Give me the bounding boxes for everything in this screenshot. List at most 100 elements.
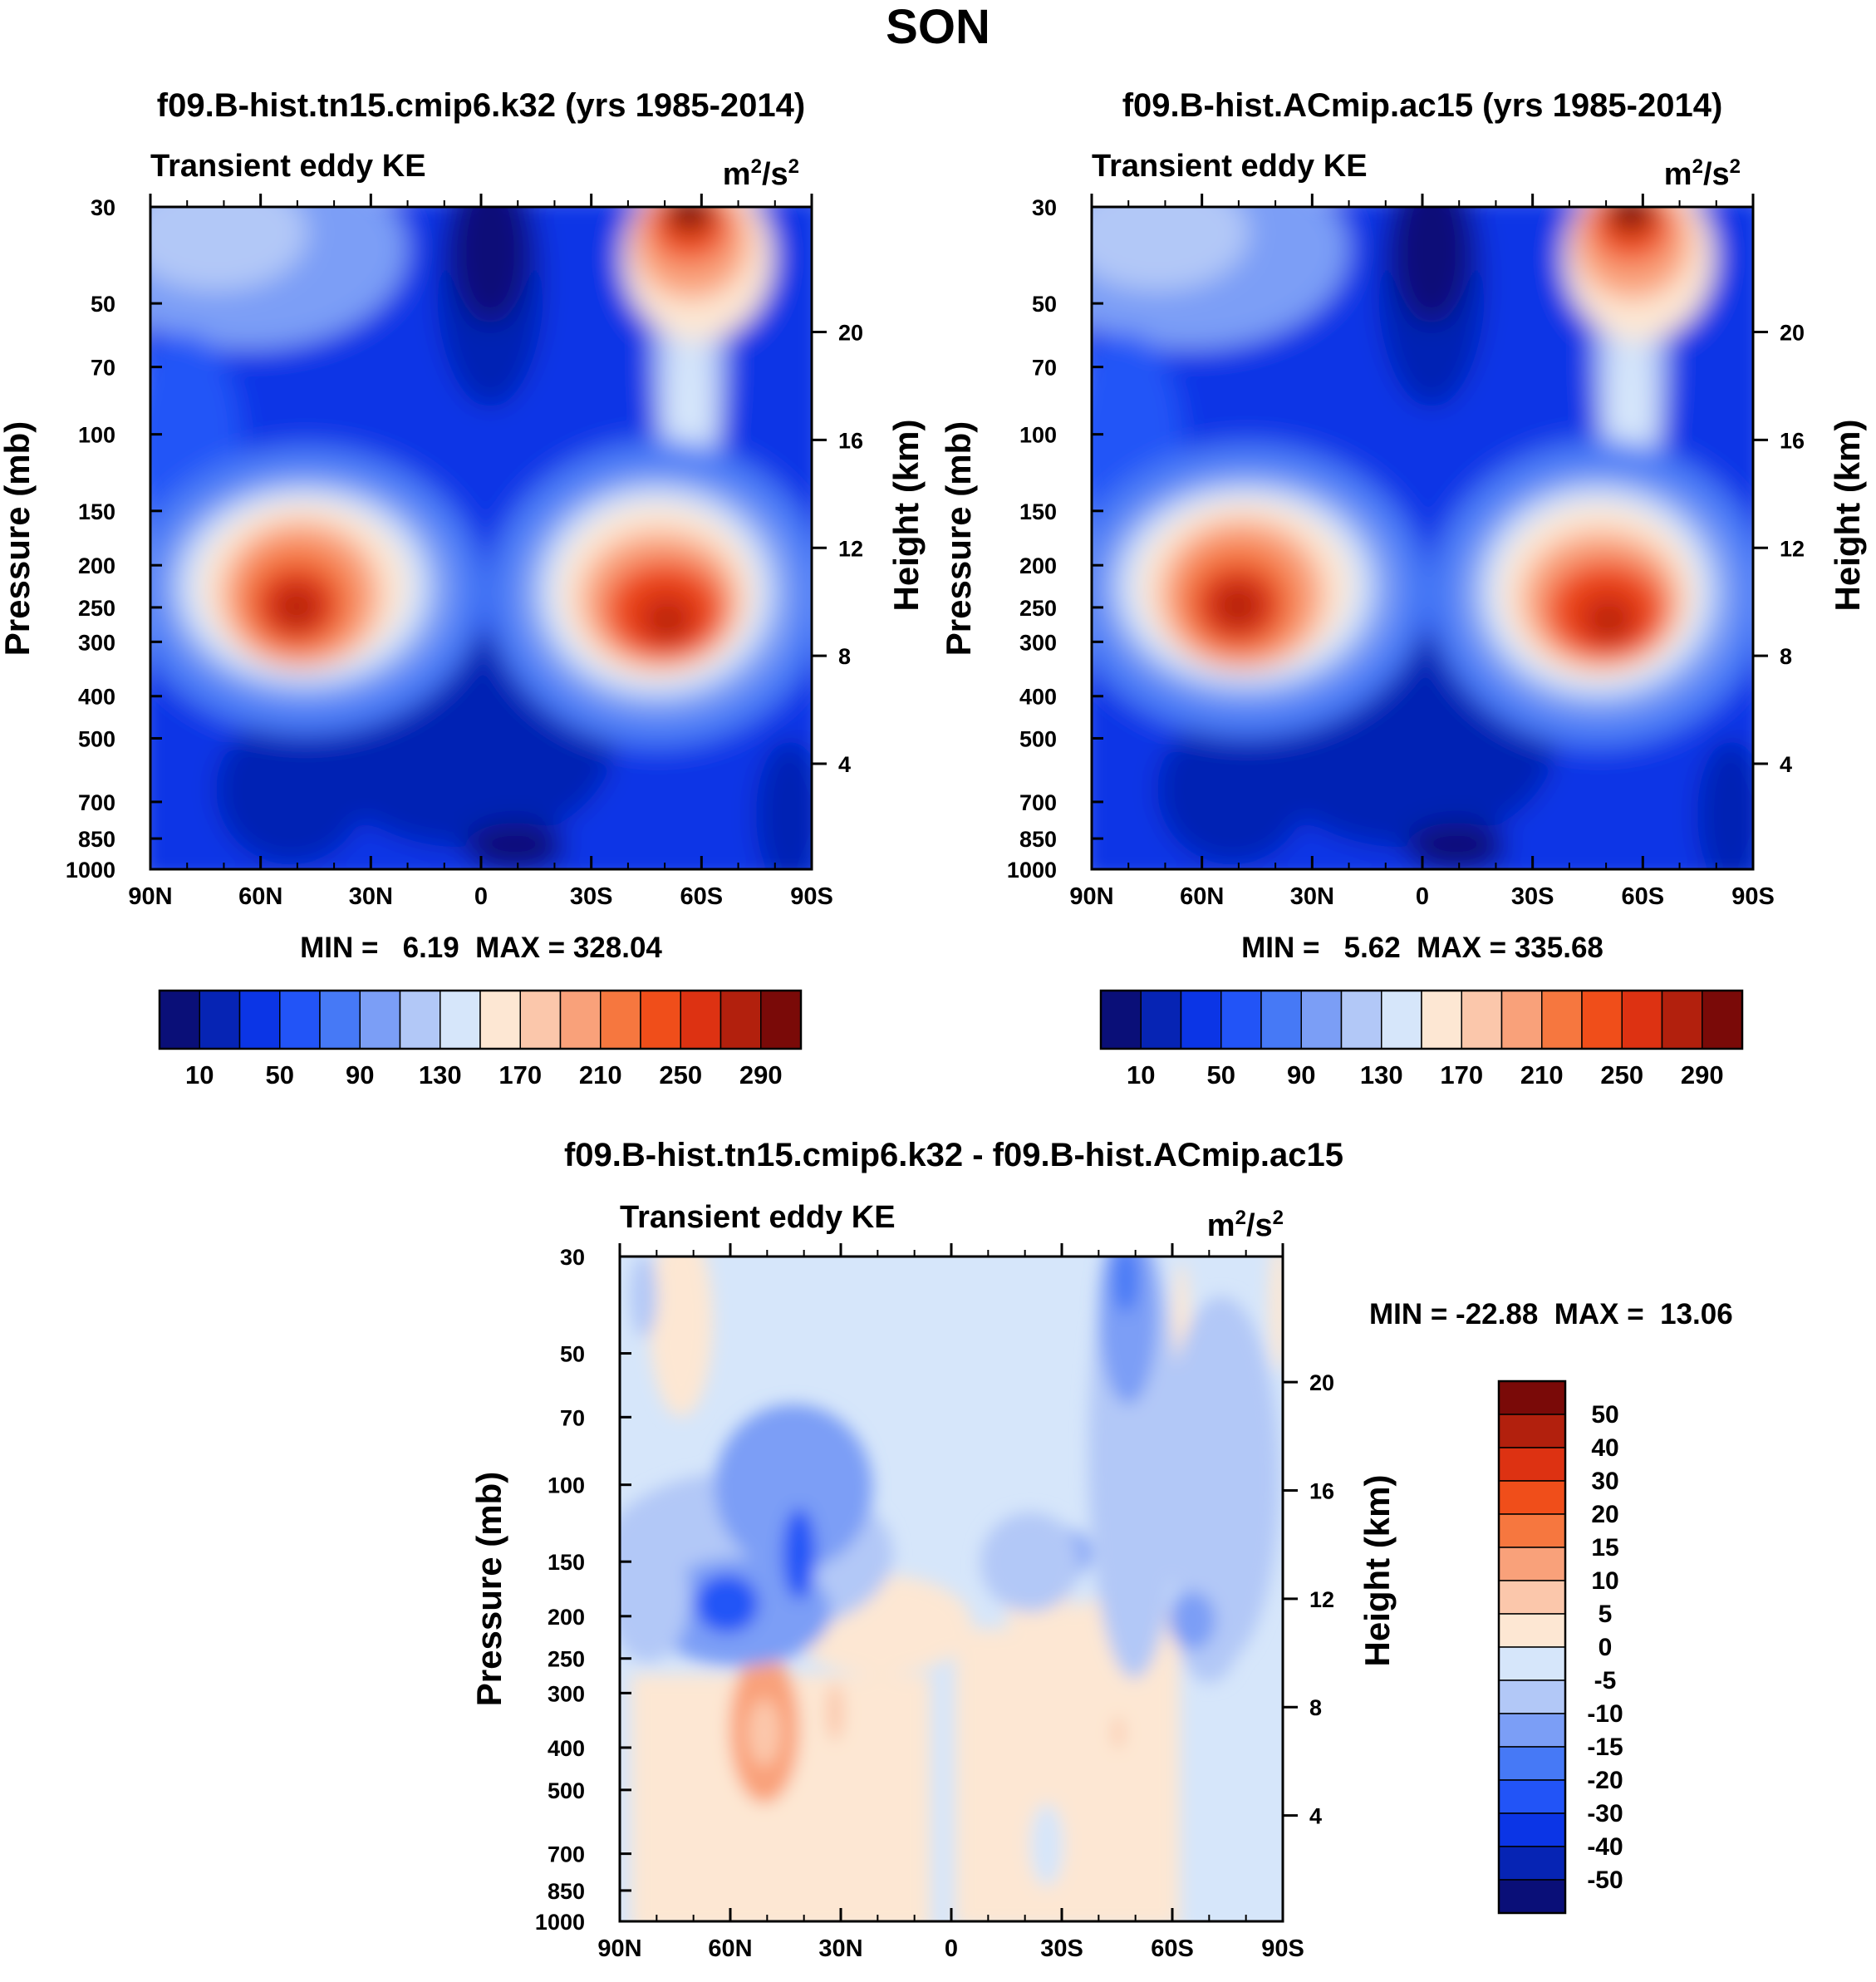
colorbar-swatch [199,990,241,1050]
colorbar-swatch [1621,990,1663,1050]
colorbar-swatch [1381,990,1422,1050]
y-tick-label: 70 [1032,356,1057,381]
y-axis-title: Pressure (mb) [939,421,978,656]
colorbar-swatch [1140,990,1182,1050]
colorbar-swatch [440,990,481,1050]
x-tick-label: 30N [349,883,393,910]
units-label: m2/s2 [1207,1207,1284,1243]
y2-tick-label: 8 [1309,1695,1322,1720]
x-tick-label: 60N [238,883,282,910]
y-tick-label: 700 [1019,790,1057,815]
colorbar-label: 10 [1591,1567,1618,1595]
contour-field [150,207,812,869]
colorbar: 10 50 90 130 170 210 250 290 [1099,989,1744,1089]
colorbar-label: 170 [1440,1060,1483,1089]
colorbar-swatch [1581,990,1623,1050]
y-axis-ticks: 30 50 70 100 150 200 250 300 400 500 700 850 1000 20 1… [66,195,863,883]
x-tick-label: 0 [945,1935,958,1962]
x-tick-label: 60S [1622,883,1665,910]
colorbar-label: 290 [1681,1060,1724,1089]
y2-tick-label: 4 [1309,1804,1322,1829]
y2-tick-label: 4 [838,752,851,777]
stats-text: MIN = 6.19 MAX = 328.04 [300,932,662,964]
units-label: m2/s2 [1664,155,1741,192]
colorbar-label: -30 [1587,1800,1623,1827]
x-tick-label: 0 [474,883,488,910]
y-tick-label: 100 [548,1473,585,1498]
x-tick-label: 60S [1151,1935,1194,1962]
colorbar-label: 10 [1127,1060,1155,1089]
y2-tick-label: 8 [1780,644,1792,669]
y2-tick-label: 12 [838,536,863,561]
y-tick-label: 70 [91,356,115,381]
colorbar-swatch [1498,1713,1566,1748]
colorbar-swatch [1340,990,1382,1050]
x-tick-label: 30N [818,1935,862,1962]
colorbar-label: 90 [1287,1060,1315,1089]
variable-label: Transient eddy KE [1092,149,1368,184]
x-tick-label: 30S [570,883,613,910]
x-tick-label: 30N [1290,883,1334,910]
colorbar-swatch [680,990,722,1050]
y2-tick-label: 4 [1780,752,1792,777]
panel-control: f09.B-hist.tn15.cmip6.k32 (yrs 1985-2014… [0,87,926,1089]
y-tick-label: 200 [1019,553,1057,578]
x-tick-label: 90S [1261,1935,1304,1962]
colorbar-swatch [519,990,562,1050]
colorbar-swatch [1498,1613,1566,1648]
y-tick-label: 400 [548,1736,585,1761]
y-tick-label: 30 [91,195,115,220]
colorbar-label: -15 [1587,1734,1623,1761]
colorbar-swatch [1498,1580,1566,1615]
y-tick-label: 850 [1019,827,1057,852]
y2-tick-label: 12 [1309,1587,1334,1612]
x-tick-label: 90N [597,1935,641,1962]
colorbar-swatch [1498,1513,1566,1548]
y-tick-label: 500 [78,726,115,751]
y-tick-label: 400 [78,685,115,710]
colorbar-swatch [640,990,681,1050]
colorbar-label: 50 [1207,1060,1235,1089]
colorbar-label: 20 [1591,1501,1618,1528]
colorbar-swatch [1180,990,1222,1050]
colorbar-label: 170 [498,1060,542,1089]
colorbar-swatch [1498,1779,1566,1814]
x-tick-label: 0 [1416,883,1429,910]
x-tick-label: 90N [128,883,172,910]
colorbar-label: 250 [1600,1060,1643,1089]
y-tick-label: 150 [548,1550,585,1575]
y-tick-label: 50 [91,292,115,317]
x-tick-label: 60S [680,883,724,910]
colorbar-swatch [1702,990,1743,1050]
colorbar-swatch [1300,990,1343,1050]
x-tick-label: 90N [1069,883,1113,910]
y-tick-label: 700 [548,1842,585,1867]
colorbar-swatch [399,990,441,1050]
y-tick-label: 250 [78,596,115,621]
y-tick-label: 700 [78,790,115,815]
colorbar-swatch [1541,990,1583,1050]
colorbar-swatch [359,990,401,1050]
panel-experiment: f09.B-hist.ACmip.ac15 (yrs 1985-2014) Tr… [939,87,1867,1089]
x-tick-label: 30S [1040,1935,1083,1962]
colorbar-swatch [1498,1846,1566,1881]
x-tick-label: 90S [1731,883,1775,910]
y-tick-label: 500 [548,1778,585,1803]
colorbar-swatch [760,990,802,1050]
colorbar: 10 50 90 130 170 210 250 290 [158,989,803,1089]
y-tick-label: 300 [548,1681,585,1706]
colorbar-label: 40 [1591,1434,1618,1462]
y-axis-ticks: 30 50 70 100 150 200 250 300 400 500 700 850 1000 20 1… [535,1245,1334,1935]
y2-tick-label: 20 [1780,321,1805,346]
colorbar-label: 50 [266,1060,294,1089]
y-tick-label: 200 [78,553,115,578]
y2-tick-label: 20 [838,321,863,346]
units-label: m2/s2 [723,155,799,192]
x-axis-ticks: 90N 60N 30N 0 30S 60S 90S [128,194,833,910]
colorbar-label: 210 [1520,1060,1564,1089]
y2-tick-label: 12 [1780,536,1805,561]
y-tick-label: 1000 [66,858,115,883]
y2-axis-title: Height (km) [1358,1475,1397,1667]
colorbar-swatch [1100,990,1142,1050]
colorbar-label: 130 [1360,1060,1403,1089]
